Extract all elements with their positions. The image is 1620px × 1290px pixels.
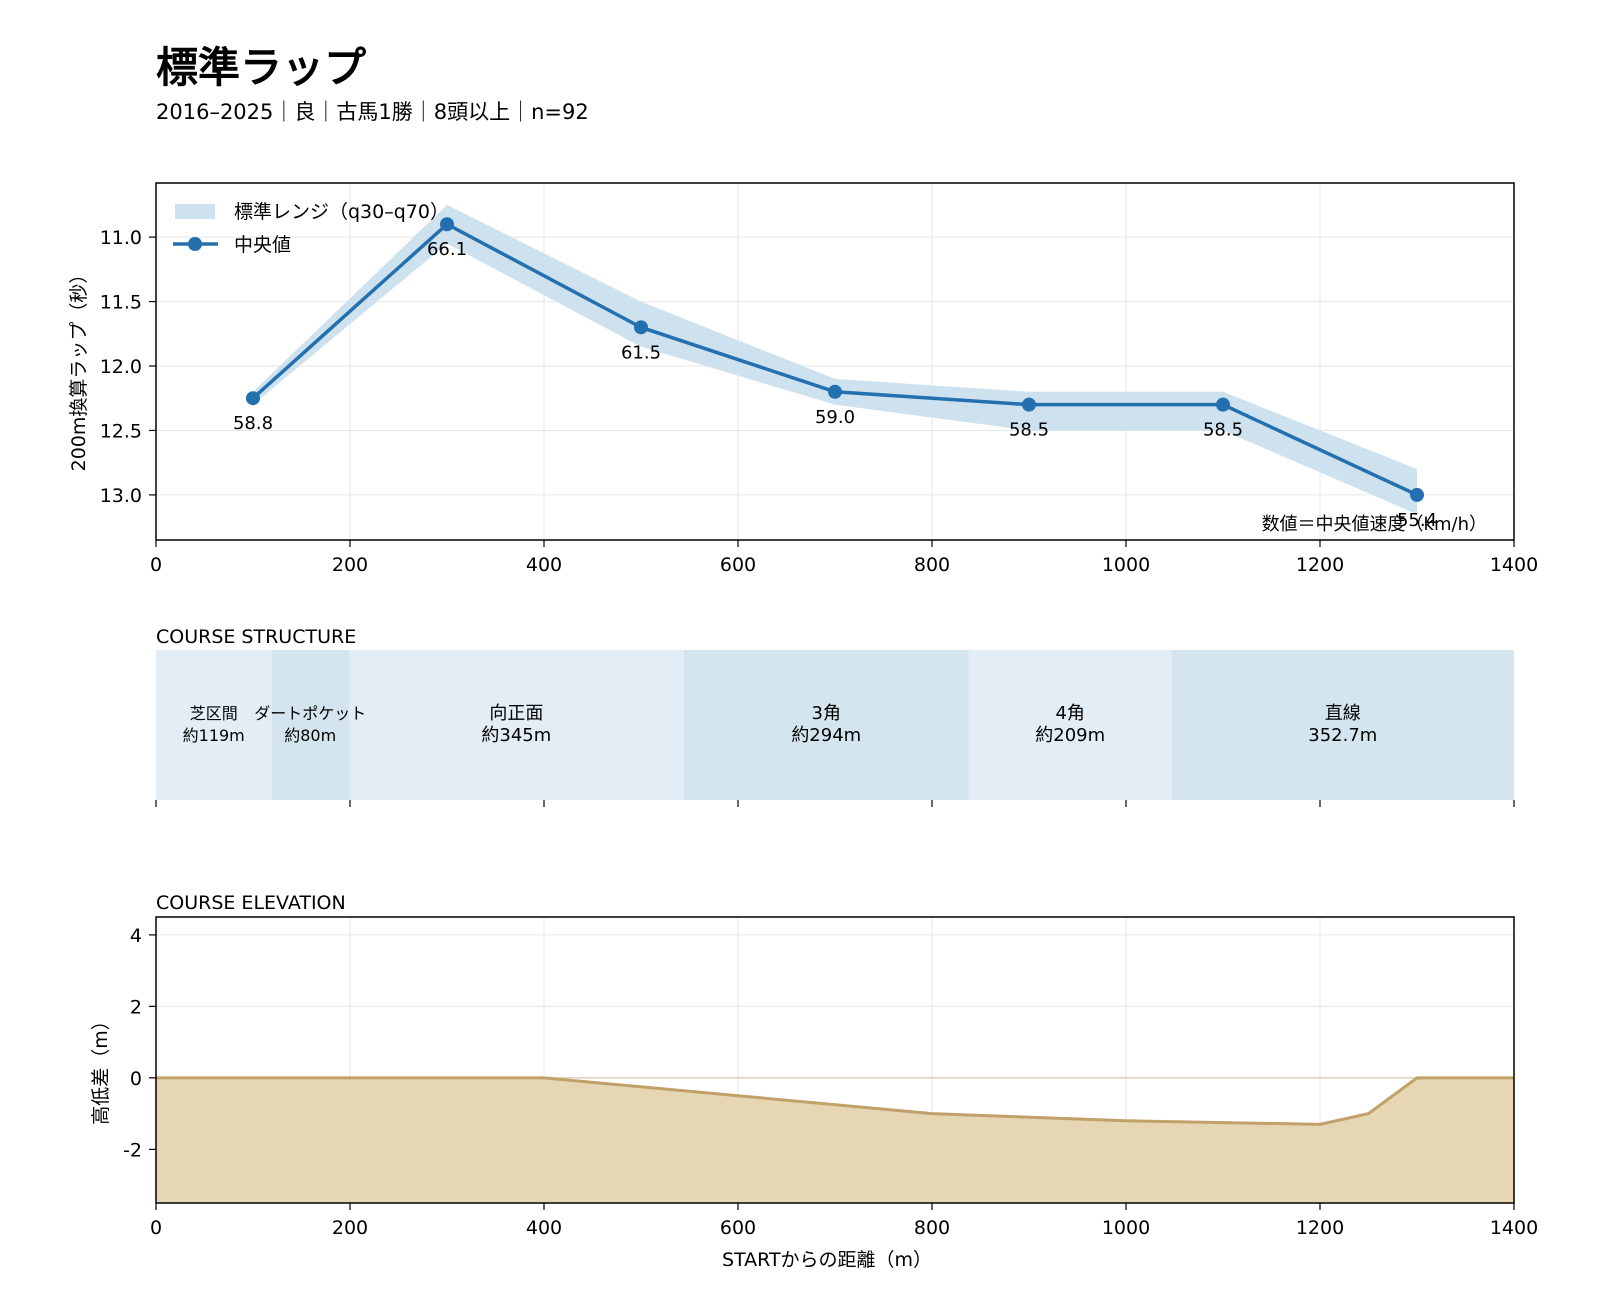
elevation-x-tick-label: 800 <box>914 1217 950 1239</box>
lap-x-tick-label: 0 <box>150 554 162 576</box>
median-speed-label: 59.0 <box>815 407 855 428</box>
lap-x-tick-label: 600 <box>720 554 756 576</box>
elevation-frame <box>155 916 1515 1204</box>
page-header: 標準ラップ 2016–2025｜良｜古馬1勝｜8頭以上｜n=92 <box>0 0 1620 140</box>
legend-median-marker <box>188 237 202 251</box>
lap-x-tick-label: 1400 <box>1490 554 1538 576</box>
median-point <box>634 320 648 335</box>
course-elevation-title: COURSE ELEVATION <box>156 892 346 914</box>
elevation-x-tick-label: 400 <box>526 1217 562 1239</box>
lap-x-axis-ticks: 0 200 400 600 800 1000 1200 1400 <box>150 540 1538 576</box>
median-speed-label: 58.8 <box>233 413 273 434</box>
lap-y-tick-label: 12.0 <box>100 356 142 378</box>
lap-chart-grid <box>156 183 1514 540</box>
legend-band-swatch <box>175 204 215 219</box>
course-segment-length: 約80m <box>284 726 336 745</box>
elevation-x-tick-label: 0 <box>150 1217 162 1239</box>
lap-y-tick-label: 11.5 <box>100 292 142 314</box>
course-structure-ticks <box>155 800 1515 807</box>
median-speed-labels: 58.8 66.1 61.5 59.0 58.5 58.5 55.4 <box>233 239 1437 531</box>
elevation-y-axis-label: 高低差（m） <box>90 1011 112 1125</box>
course-segment-name: 向正面 <box>489 703 543 724</box>
course-segment-length: 約119m <box>183 726 245 745</box>
course-segment-length: 約345m <box>481 725 551 746</box>
lap-chart-note: 数値＝中央値速度（km/h） <box>1262 514 1487 535</box>
median-speed-label: 58.5 <box>1203 420 1243 441</box>
median-point <box>828 384 842 399</box>
course-segments <box>156 650 1514 800</box>
lap-chart-frame <box>155 182 1515 541</box>
median-point <box>1022 397 1036 412</box>
course-elevation-panel: COURSE ELEVATION 0 200 400 600 800 1000 1200 14… <box>90 892 1538 1271</box>
page-subtitle: 2016–2025｜良｜古馬1勝｜8頭以上｜n=92 <box>156 100 589 124</box>
lap-x-tick-label: 1000 <box>1102 554 1150 576</box>
elevation-y-axis-ticks: 4 2 0 -2 <box>123 925 156 1161</box>
lap-y-tick-label: 11.0 <box>100 227 142 249</box>
lap-x-tick-label: 800 <box>914 554 950 576</box>
elevation-x-axis-label: STARTからの距離（m） <box>722 1249 932 1271</box>
elevation-x-tick-label: 1200 <box>1296 1217 1344 1239</box>
course-segment-length: 約209m <box>1035 725 1105 746</box>
median-speed-label: 58.5 <box>1009 420 1049 441</box>
median-point <box>1216 397 1230 412</box>
elevation-y-tick-label: 0 <box>130 1068 142 1090</box>
lap-y-axis-ticks: 11.0 11.5 12.0 12.5 13.0 <box>100 227 156 507</box>
median-point <box>1410 487 1424 502</box>
median-speed-label: 66.1 <box>427 239 467 260</box>
legend-median-label: 中央値 <box>234 234 291 256</box>
elevation-line <box>156 1076 1514 1126</box>
course-segment <box>968 650 1172 800</box>
elevation-area <box>156 1077 1514 1203</box>
page-title: 標準ラップ <box>156 43 367 92</box>
course-segment-length: 約294m <box>791 725 861 746</box>
elevation-x-tick-label: 600 <box>720 1217 756 1239</box>
course-segment <box>349 650 684 800</box>
lap-y-axis-label: 200m換算ラップ（秒） <box>68 265 90 472</box>
course-segment-name: 4角 <box>1055 703 1084 724</box>
median-point <box>440 217 454 232</box>
standard-range-band <box>253 204 1417 515</box>
course-segment <box>683 650 969 800</box>
lap-legend: 標準レンジ（q30–q70） 中央値 <box>173 201 449 256</box>
course-segment-name: 芝区間 <box>190 704 238 723</box>
legend-band-label: 標準レンジ（q30–q70） <box>234 201 449 223</box>
course-segment <box>156 650 272 800</box>
elevation-x-tick-label: 1000 <box>1102 1217 1150 1239</box>
lap-y-tick-label: 13.0 <box>100 485 142 507</box>
course-structure-panel: COURSE STRUCTURE 芝区間約119mダートポケット約80m向正面約… <box>155 626 1515 807</box>
median-line <box>251 222 1418 497</box>
median-points <box>246 217 1424 502</box>
elevation-x-tick-label: 1400 <box>1490 1217 1538 1239</box>
median-point <box>246 391 260 406</box>
course-segment-length: 352.7m <box>1308 725 1377 746</box>
course-segment <box>1171 650 1514 800</box>
elevation-y-tick-label: 4 <box>130 925 142 947</box>
elevation-y-tick-label: 2 <box>130 996 142 1018</box>
lap-x-tick-label: 400 <box>526 554 562 576</box>
course-structure-title: COURSE STRUCTURE <box>156 626 356 648</box>
elevation-x-tick-label: 200 <box>332 1217 368 1239</box>
course-segment-name: 直線 <box>1325 703 1361 724</box>
median-speed-label: 55.4 <box>1397 510 1437 531</box>
course-segment-name: 3角 <box>812 703 841 724</box>
lap-x-tick-label: 200 <box>332 554 368 576</box>
course-segment-name: ダートポケット <box>254 704 366 723</box>
elevation-y-tick-label: -2 <box>123 1139 142 1161</box>
elevation-x-axis-ticks: 0 200 400 600 800 1000 1200 1400 <box>150 1203 1538 1239</box>
median-speed-label: 61.5 <box>621 342 661 363</box>
lap-chart: 58.8 66.1 61.5 59.0 58.5 58.5 55.4 0 200 400 600 8… <box>68 182 1538 576</box>
lap-x-tick-label: 1200 <box>1296 554 1344 576</box>
course-segment <box>271 650 350 800</box>
lap-y-tick-label: 12.5 <box>100 420 142 442</box>
